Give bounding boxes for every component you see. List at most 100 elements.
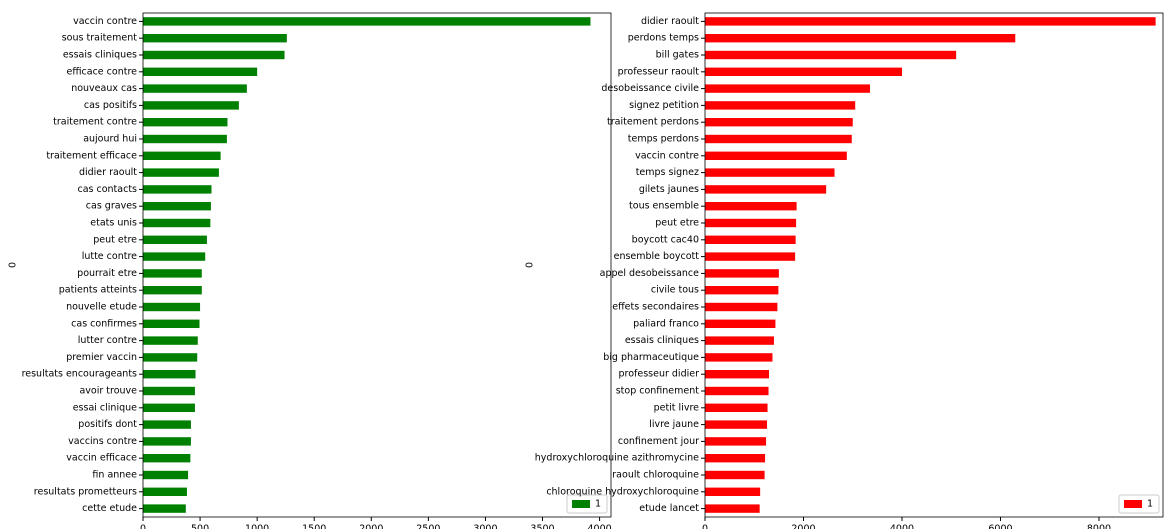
- bar-confinement-jour: [705, 437, 767, 446]
- x-tick-label: 2000: [359, 524, 383, 529]
- category-label: raoult chloroquine: [612, 470, 699, 481]
- bar-big-pharmaceutique: [705, 353, 773, 362]
- right-bar-chart: didier raoult perdons temps bill gates prof…: [525, 12, 1164, 529]
- category-label: etude lancet: [639, 503, 699, 514]
- category-label: chloroquine hydroxychloroquine: [546, 486, 699, 497]
- category-label: resultats prometteurs: [34, 486, 137, 497]
- x-tick-label: 4000: [587, 524, 611, 529]
- category-label: traitement efficace: [46, 150, 137, 161]
- bar-cas-contacts: [143, 185, 212, 194]
- bar-didier-raoult: [705, 17, 1156, 26]
- category-label: hydroxychloroquine azithromycine: [535, 453, 699, 464]
- bar-cas-graves: [143, 202, 211, 211]
- bar-nouveaux-cas: [143, 84, 247, 93]
- bar-essai-clinique: [143, 403, 195, 412]
- bar-vaccin-efficace: [143, 454, 191, 463]
- category-label: cas contacts: [77, 184, 137, 195]
- bar-stop-confinement: [705, 386, 769, 396]
- y-axis-label: 0: [8, 262, 19, 268]
- y-axis-label: 0: [525, 262, 536, 268]
- x-tick-label: 0: [140, 524, 146, 529]
- bar-traitement-efficace: [143, 151, 221, 160]
- bar-nouvelle-etude: [143, 302, 201, 312]
- bar-vaccin-contre: [705, 151, 847, 160]
- category-label: didier raoult: [79, 167, 137, 178]
- category-label: big pharmaceutique: [603, 352, 699, 363]
- bar-cette-etude: [143, 504, 186, 513]
- category-label: tous ensemble: [629, 201, 699, 212]
- bar-professeur-didier: [705, 370, 770, 379]
- bar-chloroquine-hydroxychloroquine: [705, 487, 761, 496]
- category-label: professeur didier: [618, 369, 699, 380]
- bar-vaccins-contre: [143, 437, 191, 446]
- category-label: pourrait etre: [77, 268, 137, 279]
- bar-aujourd-hui: [143, 134, 227, 144]
- bar-fin-annee: [143, 470, 189, 480]
- category-label: stop confinement: [616, 386, 700, 397]
- category-label: nouvelle etude: [66, 302, 137, 313]
- category-label: boycott cac40: [632, 234, 699, 245]
- x-tick-label: 6000: [988, 524, 1012, 529]
- category-label: peut etre: [655, 218, 699, 229]
- bar-effets-secondaires: [705, 302, 778, 312]
- bar-positifs-dont: [143, 420, 191, 429]
- category-label: temps perdons: [628, 134, 699, 145]
- x-tick-label: 8000: [1087, 524, 1111, 529]
- x-tick-label: 1500: [302, 524, 326, 529]
- category-label: vaccin contre: [635, 150, 699, 161]
- category-label: resultats encourageants: [22, 369, 137, 380]
- bar-etude-lancet: [705, 504, 760, 513]
- x-tick-label: 3500: [530, 524, 554, 529]
- bar-temps-perdons: [705, 134, 852, 144]
- category-label: signez petition: [629, 100, 699, 111]
- bar-sous-traitement: [143, 34, 287, 43]
- bar-raoult-chloroquine: [705, 470, 765, 480]
- bar-hydroxychloroquine-azithromycine: [705, 454, 766, 463]
- category-label: traitement perdons: [607, 117, 699, 128]
- category-label: traitement contre: [53, 117, 137, 128]
- category-label: cette etude: [82, 503, 137, 514]
- bar-traitement-perdons: [705, 118, 853, 127]
- category-label: positifs dont: [78, 419, 137, 430]
- bar-essais-cliniques: [705, 336, 774, 345]
- category-label: livre jaune: [649, 419, 699, 430]
- bar-professeur-raoult: [705, 67, 902, 76]
- category-label: avoir trouve: [79, 386, 137, 397]
- category-label: premier vaccin: [66, 352, 137, 363]
- category-label: aujourd hui: [83, 134, 137, 145]
- category-label: petit livre: [654, 402, 700, 413]
- bar-pourrait-etre: [143, 269, 202, 278]
- category-label: essais cliniques: [63, 50, 137, 61]
- legend-label: 1: [595, 499, 601, 510]
- category-label: lutte contre: [82, 251, 137, 262]
- bar-traitement-contre: [143, 118, 228, 127]
- bar-patients-atteints: [143, 286, 202, 295]
- legend-label: 1: [1147, 499, 1153, 510]
- category-label: temps signez: [636, 167, 699, 178]
- bar-boycott-cac40: [705, 235, 796, 244]
- bar-essais-cliniques: [143, 50, 285, 60]
- category-label: ensemble boycott: [614, 251, 700, 262]
- axes-frame: [704, 12, 1164, 518]
- bar-didier-raoult: [143, 168, 219, 177]
- bar-signez-petition: [705, 101, 856, 110]
- bar-appel-desobeissance: [705, 269, 779, 278]
- x-tick-label: 500: [191, 524, 209, 529]
- bar-resultats-prometteurs: [143, 487, 187, 496]
- category-label: peut etre: [93, 234, 137, 245]
- category-label: confinement jour: [618, 436, 699, 447]
- bar-etats-unis: [143, 218, 211, 228]
- legend-swatch: [572, 500, 590, 508]
- bar-efficace-contre: [143, 67, 258, 76]
- bar-cas-positifs: [143, 101, 239, 110]
- bar-ensemble-boycott: [705, 252, 796, 261]
- bar-livre-jaune: [705, 420, 768, 429]
- bar-desobeissance-civile: [705, 84, 870, 93]
- bar-peut-etre: [705, 218, 797, 228]
- x-tick-label: 4000: [890, 524, 914, 529]
- bar-cas-confirmes: [143, 319, 200, 328]
- bar-temps-signez: [705, 168, 835, 177]
- bar-tous-ensemble: [705, 202, 797, 211]
- category-label: cas graves: [86, 201, 137, 212]
- category-label: etats unis: [90, 218, 137, 229]
